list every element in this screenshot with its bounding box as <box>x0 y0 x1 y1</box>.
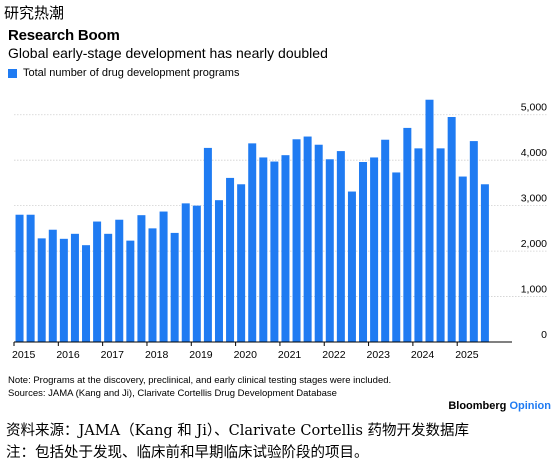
legend-swatch <box>8 68 17 78</box>
bar <box>93 221 102 342</box>
bar <box>37 238 46 342</box>
chinese-source: 资料来源：JAMA（Kang 和 Ji）、Clarivate Cortellis… <box>6 420 469 464</box>
chart-notes: Note: Programs at the discovery, preclin… <box>8 374 391 400</box>
bar <box>137 215 146 342</box>
bar <box>104 233 113 342</box>
bar <box>303 136 312 342</box>
bar <box>392 172 401 342</box>
bar <box>370 157 379 342</box>
bar <box>248 143 257 342</box>
x-tick-label: 2025 <box>455 349 479 361</box>
bar <box>314 144 323 342</box>
x-tick-label: 2022 <box>322 349 346 361</box>
chart-title: Research Boom <box>8 27 120 44</box>
bar <box>270 161 279 342</box>
bar <box>115 219 124 342</box>
chinese-title: 研究热潮 <box>4 4 65 22</box>
x-tick-label: 2015 <box>12 349 36 361</box>
x-tick-label: 2016 <box>56 349 80 361</box>
bar <box>59 238 68 342</box>
bar <box>436 148 445 342</box>
bar <box>192 205 201 342</box>
bar <box>403 127 412 342</box>
chinese-source-line: 资料来源：JAMA（Kang 和 Ji）、Clarivate Cortellis… <box>6 423 470 439</box>
chinese-note-line: 注：包括处于发现、临床前和早期临床试验阶段的项目。 <box>6 445 369 461</box>
x-tick-label: 2023 <box>367 349 391 361</box>
bar <box>469 141 478 342</box>
bar <box>414 148 423 342</box>
y-tick-label: 1,000 <box>521 284 547 296</box>
bar <box>214 200 223 342</box>
x-tick-label: 2021 <box>278 349 302 361</box>
x-tick-label: 2018 <box>145 349 169 361</box>
y-tick-label: 4,000 <box>521 147 547 159</box>
bar <box>226 177 235 342</box>
bar <box>347 191 356 342</box>
x-tick-label: 2020 <box>234 349 258 361</box>
note-line: Note: Programs at the discovery, preclin… <box>8 375 392 386</box>
y-tick-label: 5,000 <box>521 102 547 114</box>
bar <box>148 228 157 342</box>
bar <box>480 184 489 342</box>
bar <box>181 203 190 342</box>
bar <box>447 117 456 342</box>
y-tick-label: 2,000 <box>521 238 547 250</box>
y-tick-label: 0 <box>541 329 547 341</box>
x-tick-label: 2019 <box>189 349 213 361</box>
bar <box>15 214 24 342</box>
bar <box>26 214 35 342</box>
brand-section: Opinion <box>509 400 551 412</box>
bar <box>336 151 345 342</box>
chart-subtitle: Global early-stage development has nearl… <box>8 45 328 61</box>
bar <box>203 147 212 342</box>
brand-name: Bloomberg <box>448 400 507 412</box>
source-line: Sources: JAMA (Kang and Ji), Clarivate C… <box>8 388 337 399</box>
bar <box>425 99 434 343</box>
bar <box>170 232 179 342</box>
x-tick-label: 2017 <box>101 349 125 361</box>
y-tick-label: 3,000 <box>521 193 547 205</box>
bar <box>237 184 246 342</box>
legend-label: Total number of drug development program… <box>23 67 240 79</box>
bar <box>292 139 301 342</box>
x-tick-label: 2024 <box>411 349 435 361</box>
bar <box>359 162 368 342</box>
bar <box>82 245 91 342</box>
bar <box>381 139 390 342</box>
bar <box>259 157 268 342</box>
bar <box>159 211 168 342</box>
bar-chart: 0 1,000 2,000 3,000 4,000 5,000 2015 2016 2017 20… <box>12 99 547 361</box>
legend: Total number of drug development program… <box>8 67 239 79</box>
bar <box>48 229 57 342</box>
bar <box>126 240 135 342</box>
bar <box>458 176 467 342</box>
bar <box>281 155 290 342</box>
brand-logo: Bloomberg Opinion <box>448 400 551 412</box>
bar <box>325 159 334 342</box>
bar <box>70 233 79 342</box>
